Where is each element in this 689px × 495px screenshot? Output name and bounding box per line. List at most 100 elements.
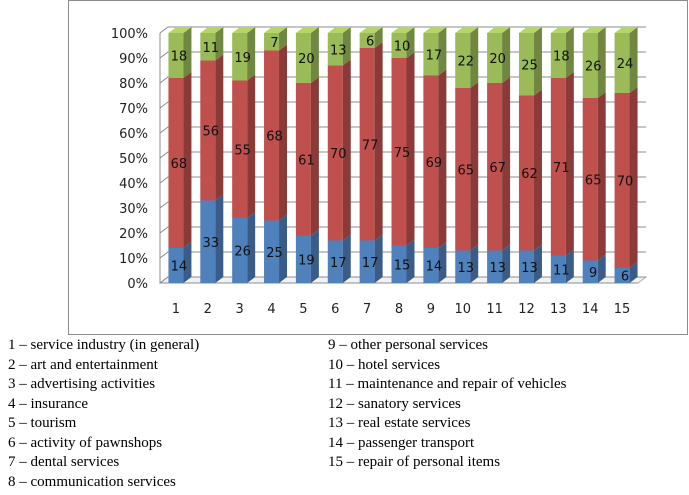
x-tick-label: 13 [550,302,567,317]
bar-segment [455,88,471,251]
data-label: 65 [457,163,474,178]
bar-segment [391,58,407,246]
x-tick-label: 12 [518,302,535,317]
bar-segment [487,33,503,83]
bar-segment-side [438,242,447,283]
bar-segment [423,248,439,283]
data-label: 70 [617,175,634,190]
y-tick-label: 30% [119,202,148,217]
data-label: 24 [617,57,634,72]
y-tick-label: 20% [119,227,148,242]
y-tick-label: 10% [119,252,148,267]
bar-segment-side [597,254,606,283]
bar-segment-side [374,27,383,48]
legend-item-12: 12 – sanatory services [328,395,461,412]
bar-segment-side [406,52,415,246]
data-label: 14 [426,260,443,275]
data-label: 25 [521,58,538,73]
bar-segment [200,200,216,283]
bar-segment-side [310,77,319,236]
data-label: 33 [203,236,220,251]
bar-segment-side [183,242,192,283]
gridline [159,276,646,284]
bar-segment-top [614,27,638,33]
data-label: 13 [457,261,474,276]
bar-segment [614,268,630,283]
bar-segment [232,33,248,81]
gridline [159,151,646,159]
data-label: 55 [234,143,251,158]
x-tick-label: 5 [299,302,307,317]
bar-segment [295,33,311,83]
bar-segment-side [342,59,351,241]
data-label: 67 [489,161,506,176]
bar-segment [232,218,248,283]
bar-segment [168,33,184,78]
legend-item-11: 11 – maintenance and repair of vehicles [328,376,567,392]
gridline [159,101,646,109]
legend-item-2: 2 – art and entertainment [8,356,158,373]
data-label: 17 [330,256,347,271]
legend-item-10: 10 – hotel services [328,356,441,373]
bar-segment-top [232,27,256,33]
data-label: 9 [589,266,597,281]
bar-segment-side [629,27,638,93]
x-tick-label: 3 [236,302,244,317]
bar-segment-top [518,27,542,33]
bar-segment [264,50,280,221]
bar-segment-top [327,27,351,33]
bar-segment [518,250,534,283]
x-tick-label: 1 [172,302,180,317]
bar-segment [200,33,216,61]
bar-segment-side [215,194,224,283]
bar-segment-side [310,229,319,283]
x-tick-label: 15 [614,302,631,317]
bar-segment-side [438,27,447,76]
data-label: 13 [521,261,538,276]
bar-segment-top [391,27,415,33]
bar-segment-side [215,27,224,61]
y-tick-label: 90% [119,52,148,67]
bar-segment [359,48,375,241]
bar-segment [455,250,471,283]
x-tick-label: 7 [363,302,371,317]
bar-segment [168,248,184,283]
data-label: 6 [366,35,374,50]
bar-segment-side [215,54,224,201]
stacked-bar-chart: 0%10%20%30%40%50%60%70%80%90%100%1468181… [111,26,648,317]
bar-segment-side [279,214,288,283]
bar-segment-side [470,244,479,283]
data-label: 19 [298,253,315,268]
bar-segment [295,235,311,283]
bar-segment [487,250,503,283]
bar-segment [582,33,598,98]
data-label: 22 [457,55,474,70]
y-tick-label: 0% [127,277,148,292]
bar-segment-side [247,27,256,81]
bar-segment [550,78,566,256]
bar-segment [582,260,598,283]
gridline [159,226,646,234]
bar-segment-side [597,92,606,261]
bar-segment [614,93,630,268]
bar-segment-top [168,27,192,33]
bar-segment-top [550,27,574,33]
bar-segment-side [502,77,511,251]
bar-segment [359,240,375,283]
bar-segment-side [342,27,351,66]
legend-item-14: 14 – passenger transport [328,434,475,451]
data-label: 62 [521,167,538,182]
bar-segment-side [247,74,256,218]
bar-segment-top [200,27,224,33]
bar-segment [200,60,216,201]
legend-item-4: 4 – insurance [8,395,88,412]
bar-segment-side [374,234,383,283]
bar-segment-side [342,234,351,283]
gridline [159,176,646,184]
data-label: 13 [330,43,347,58]
legend-right-column: 9 – other personal services 10 – hotel s… [328,336,567,473]
bar-segment-top [264,27,288,33]
bar-segment [327,65,343,241]
bar-segment [518,33,534,96]
bar-segment-side [247,212,256,283]
